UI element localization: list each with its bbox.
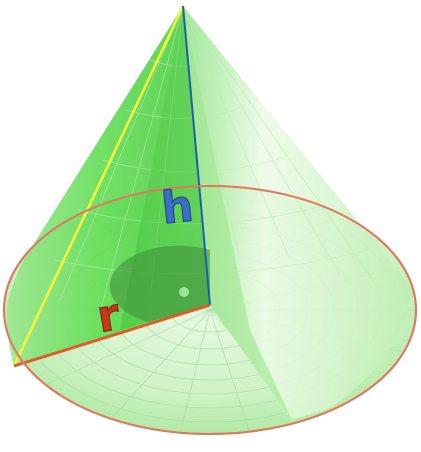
- radius-line: [13, 303, 211, 368]
- right-angle-dot: [179, 287, 189, 297]
- slant-height-line: [12, 5, 185, 367]
- height-label: h: [159, 181, 195, 235]
- cross-section-triangle: [183, 6, 292, 420]
- height-line: [182, 5, 211, 306]
- right-angle-marker: [109, 245, 210, 322]
- base-rim: [3, 185, 417, 435]
